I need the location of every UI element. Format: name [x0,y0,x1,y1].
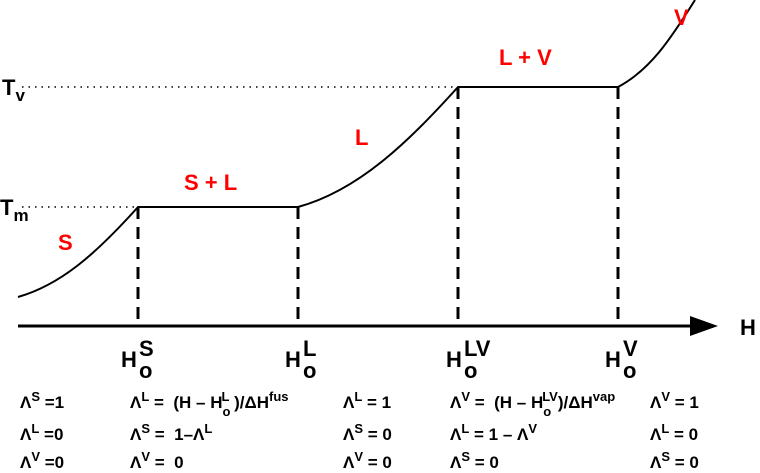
enthalpy-mark-hlv: H o LV [446,336,491,383]
equation-5-3: ΛS = 0 [650,449,699,472]
equation-5-2: ΛL = 0 [650,421,698,444]
equation-5-1: ΛV = 1 [650,389,699,412]
svg-text:H: H [446,347,462,372]
equation-3-2: ΛS = 0 [343,421,392,444]
phase-label-s: S [58,230,73,255]
svg-text:LV: LV [464,336,491,361]
svg-text:V: V [623,336,638,361]
equation-2-3: ΛV = 0 [130,449,184,472]
equation-4-1: ΛV = (H – HoLV)/ΔHvap [450,389,615,419]
svg-text:H: H [285,347,301,372]
tm-label: Tm [0,195,29,225]
equation-1-2: ΛL =0 [20,421,63,444]
enthalpy-mark-hs: H o S [121,336,154,383]
svg-text:S: S [139,336,154,361]
svg-text:o: o [464,358,477,383]
equation-4-2: ΛL = 1 – ΛV [450,421,537,444]
tv-label: Tv [2,75,25,105]
phase-label-v: V [674,5,689,30]
svg-text:o: o [623,358,636,383]
equation-1-3: ΛV =0 [20,449,64,472]
svg-text:o: o [139,358,152,383]
equation-3-3: ΛV = 0 [343,449,392,472]
equation-2-1: ΛL = (H – HoL )/ΔHfus [130,389,289,419]
svg-text:o: o [303,358,316,383]
svg-text:L: L [303,336,316,361]
axis-label: H [740,315,756,340]
equation-2-2: ΛS = 1–ΛL [130,421,212,444]
enthalpy-mark-hv: H o V [605,336,638,383]
equation-4-3: ΛS = 0 [450,449,499,472]
phase-label-s-plus-l: S + L [184,170,237,195]
enthalpy-mark-hl: H o L [285,336,316,383]
axis-arrow-icon [690,316,718,336]
svg-text:H: H [121,347,137,372]
svg-text:H: H [605,347,621,372]
equation-3-1: ΛL = 1 [343,389,391,412]
phase-label-l-plus-v: L + V [499,45,552,70]
equation-1-1: ΛS =1 [20,389,64,412]
temperature-curve [17,0,696,298]
phase-label-l: L [355,125,368,150]
